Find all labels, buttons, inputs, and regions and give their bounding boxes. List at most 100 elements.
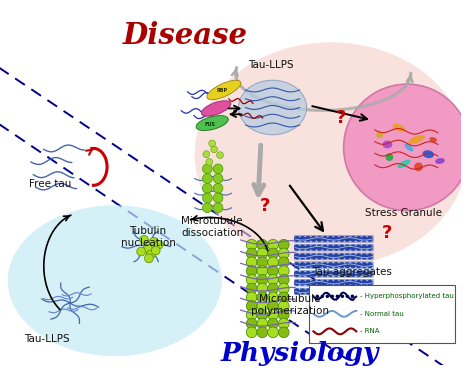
Circle shape bbox=[151, 246, 160, 255]
Circle shape bbox=[339, 280, 345, 285]
Circle shape bbox=[278, 239, 289, 250]
Circle shape bbox=[278, 310, 289, 320]
Circle shape bbox=[268, 239, 278, 250]
Circle shape bbox=[362, 245, 367, 250]
Circle shape bbox=[209, 140, 216, 147]
Ellipse shape bbox=[201, 101, 231, 116]
Text: Microtubule
polymerization: Microtubule polymerization bbox=[251, 294, 329, 316]
Circle shape bbox=[294, 289, 300, 294]
Circle shape bbox=[140, 235, 148, 244]
Circle shape bbox=[300, 262, 305, 268]
Circle shape bbox=[278, 266, 289, 276]
Circle shape bbox=[246, 257, 257, 267]
Circle shape bbox=[367, 262, 373, 268]
Circle shape bbox=[367, 254, 373, 259]
Circle shape bbox=[144, 244, 152, 253]
Circle shape bbox=[311, 262, 317, 268]
Circle shape bbox=[213, 193, 223, 203]
Circle shape bbox=[334, 262, 339, 268]
Circle shape bbox=[362, 289, 367, 294]
Ellipse shape bbox=[385, 153, 393, 161]
Circle shape bbox=[257, 283, 268, 294]
Circle shape bbox=[257, 301, 268, 311]
Ellipse shape bbox=[207, 80, 241, 100]
Circle shape bbox=[246, 318, 257, 329]
Circle shape bbox=[202, 164, 212, 174]
Circle shape bbox=[334, 271, 339, 277]
Circle shape bbox=[154, 240, 163, 249]
Circle shape bbox=[336, 295, 339, 298]
Text: Physiology: Physiology bbox=[220, 341, 379, 366]
Circle shape bbox=[317, 271, 322, 277]
FancyBboxPatch shape bbox=[294, 235, 374, 242]
Circle shape bbox=[305, 236, 311, 241]
Circle shape bbox=[278, 257, 289, 267]
Text: - RNA: - RNA bbox=[360, 328, 380, 334]
Circle shape bbox=[322, 271, 328, 277]
Circle shape bbox=[268, 301, 278, 311]
Circle shape bbox=[362, 236, 367, 241]
Text: ?: ? bbox=[336, 109, 346, 127]
Circle shape bbox=[294, 254, 300, 259]
Circle shape bbox=[328, 280, 333, 285]
Circle shape bbox=[311, 245, 317, 250]
Circle shape bbox=[326, 295, 329, 298]
Text: Disease: Disease bbox=[122, 21, 247, 50]
Circle shape bbox=[145, 254, 153, 263]
Circle shape bbox=[341, 295, 344, 298]
Circle shape bbox=[322, 236, 328, 241]
Circle shape bbox=[246, 301, 257, 311]
Circle shape bbox=[322, 289, 328, 294]
Ellipse shape bbox=[195, 42, 467, 266]
Circle shape bbox=[311, 271, 317, 277]
Circle shape bbox=[367, 289, 373, 294]
Circle shape bbox=[203, 151, 210, 158]
Circle shape bbox=[350, 254, 356, 259]
Text: Microtubule
dissociation: Microtubule dissociation bbox=[181, 217, 243, 238]
Circle shape bbox=[305, 254, 311, 259]
Circle shape bbox=[257, 248, 268, 259]
Circle shape bbox=[356, 262, 361, 268]
Circle shape bbox=[268, 275, 278, 285]
Circle shape bbox=[367, 236, 373, 241]
Circle shape bbox=[339, 254, 345, 259]
Circle shape bbox=[246, 266, 257, 276]
Circle shape bbox=[246, 292, 257, 303]
Circle shape bbox=[278, 318, 289, 329]
Circle shape bbox=[350, 280, 356, 285]
Circle shape bbox=[268, 257, 278, 267]
Circle shape bbox=[257, 310, 268, 320]
Circle shape bbox=[334, 280, 339, 285]
Circle shape bbox=[356, 271, 361, 277]
Circle shape bbox=[334, 254, 339, 259]
Circle shape bbox=[300, 254, 305, 259]
Circle shape bbox=[362, 254, 367, 259]
Circle shape bbox=[345, 245, 350, 250]
Circle shape bbox=[367, 280, 373, 285]
Ellipse shape bbox=[393, 124, 405, 132]
Circle shape bbox=[328, 236, 333, 241]
Circle shape bbox=[246, 248, 257, 259]
FancyBboxPatch shape bbox=[294, 244, 374, 251]
Circle shape bbox=[317, 289, 322, 294]
Circle shape bbox=[322, 245, 328, 250]
Circle shape bbox=[213, 203, 223, 213]
Circle shape bbox=[350, 289, 356, 294]
Text: Tau-LLPS: Tau-LLPS bbox=[248, 60, 293, 70]
Circle shape bbox=[217, 152, 223, 158]
Circle shape bbox=[334, 289, 339, 294]
Circle shape bbox=[328, 254, 333, 259]
Circle shape bbox=[305, 289, 311, 294]
Circle shape bbox=[257, 327, 268, 338]
Circle shape bbox=[257, 318, 268, 329]
Circle shape bbox=[268, 266, 278, 276]
Circle shape bbox=[367, 271, 373, 277]
Circle shape bbox=[246, 275, 257, 285]
Circle shape bbox=[328, 245, 333, 250]
FancyBboxPatch shape bbox=[294, 288, 374, 295]
Circle shape bbox=[202, 193, 212, 203]
Circle shape bbox=[294, 245, 300, 250]
Circle shape bbox=[278, 275, 289, 285]
FancyBboxPatch shape bbox=[294, 270, 374, 278]
Ellipse shape bbox=[376, 131, 383, 138]
